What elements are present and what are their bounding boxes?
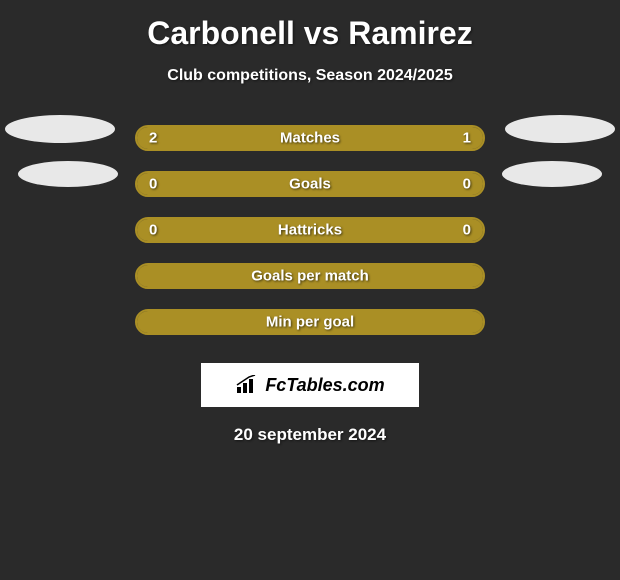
stat-value-right: 0 (463, 176, 471, 193)
stat-bar: Hattricks00 (135, 217, 485, 243)
stat-bar: Matches21 (135, 125, 485, 151)
subtitle: Club competitions, Season 2024/2025 (0, 67, 620, 85)
page-title: Carbonell vs Ramirez (0, 15, 620, 52)
stat-bar: Goals per match (135, 263, 485, 289)
stat-row: Goals00 (0, 161, 620, 207)
stat-value-left: 0 (149, 222, 157, 239)
bar-fill (137, 173, 483, 195)
bar-fill (137, 311, 483, 333)
stat-bar: Min per goal (135, 309, 485, 335)
comparison-container: Carbonell vs Ramirez Club competitions, … (0, 0, 620, 455)
stat-row: Min per goal (0, 299, 620, 345)
bar-fill (137, 265, 483, 287)
stat-value-left: 2 (149, 130, 157, 147)
chart-icon (235, 375, 259, 395)
date: 20 september 2024 (0, 425, 620, 445)
stat-rows: Matches21Goals00Hattricks00Goals per mat… (0, 115, 620, 345)
stat-row: Hattricks00 (0, 207, 620, 253)
watermark: FcTables.com (201, 363, 419, 407)
bar-fill (137, 219, 483, 241)
bar-left-fill (137, 127, 368, 149)
stats-area: Matches21Goals00Hattricks00Goals per mat… (0, 115, 620, 345)
stat-bar: Goals00 (135, 171, 485, 197)
watermark-text: FcTables.com (265, 375, 384, 396)
stat-row: Matches21 (0, 115, 620, 161)
stat-value-left: 0 (149, 176, 157, 193)
stat-row: Goals per match (0, 253, 620, 299)
stat-value-right: 0 (463, 222, 471, 239)
stat-value-right: 1 (463, 130, 471, 147)
